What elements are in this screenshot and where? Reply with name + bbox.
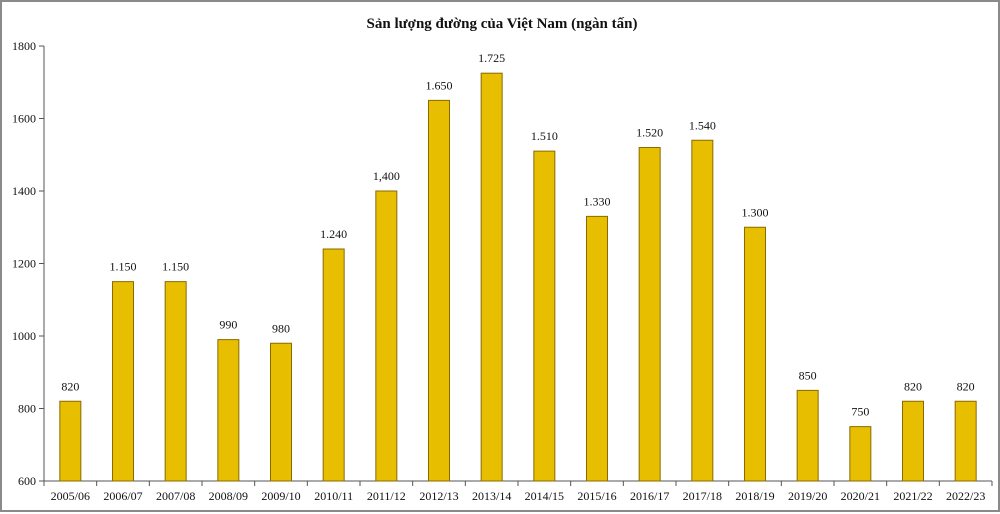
bar	[849, 426, 872, 482]
bar	[744, 226, 766, 482]
chart-title: Sản lượng đường của Việt Nam (ngàn tấn)	[367, 16, 638, 32]
data-label: 1.240	[320, 227, 347, 241]
data-label: 1.725	[478, 51, 505, 65]
x-tick-label: 2008/09	[209, 489, 248, 503]
data-label: 990	[219, 318, 237, 332]
data-label: 1.150	[162, 260, 189, 274]
bar	[322, 248, 345, 482]
bar	[270, 342, 292, 482]
data-label: 820	[904, 379, 922, 393]
data-label: 1.520	[636, 126, 663, 140]
data-label: 820	[61, 379, 79, 393]
x-tick-label: 2013/14	[472, 489, 511, 503]
y-tick-label: 800	[18, 402, 36, 416]
bar	[164, 281, 187, 482]
data-label: 1.510	[531, 129, 558, 143]
data-label: 850	[799, 368, 817, 382]
x-tick-label: 2017/18	[683, 489, 722, 503]
bar	[796, 389, 819, 482]
data-label: 750	[851, 405, 869, 419]
data-label: 1.330	[584, 194, 611, 208]
x-tick-label: 2019/20	[788, 489, 827, 503]
x-tick-label: 2005/06	[51, 489, 90, 503]
bar	[902, 400, 924, 482]
data-label: 1.540	[689, 118, 716, 132]
x-tick-label: 2006/07	[103, 489, 142, 503]
y-tick-label: 1800	[12, 39, 36, 53]
bar	[375, 190, 398, 482]
data-label: 980	[272, 321, 290, 335]
x-tick-label: 2010/11	[314, 489, 353, 503]
data-label: 1.650	[426, 78, 453, 92]
bar	[59, 400, 82, 482]
x-tick-label: 2009/10	[261, 489, 300, 503]
x-tick-label: 2011/12	[367, 489, 406, 503]
x-tick-label: 2021/22	[893, 489, 932, 503]
y-tick-label: 600	[18, 474, 36, 488]
x-tick-label: 2012/13	[419, 489, 458, 503]
y-tick-label: 1200	[12, 257, 36, 271]
x-tick-label: 2016/17	[630, 489, 669, 503]
bar	[533, 150, 556, 482]
bar	[638, 147, 661, 482]
bar	[480, 72, 503, 482]
data-label: 1,400	[373, 169, 400, 183]
y-tick-label: 1400	[12, 184, 36, 198]
x-tick-label: 2022/23	[946, 489, 985, 503]
x-tick-label: 2020/21	[841, 489, 880, 503]
data-label: 820	[957, 379, 975, 393]
bar	[586, 215, 608, 482]
y-tick-label: 1000	[12, 329, 36, 343]
x-tick-label: 2007/08	[156, 489, 195, 503]
x-tick-label: 2018/19	[735, 489, 774, 503]
x-tick-label: 2014/15	[525, 489, 564, 503]
bar	[691, 139, 714, 482]
x-tick-label: 2015/16	[577, 489, 616, 503]
bar	[954, 400, 977, 482]
data-label: 1.150	[110, 260, 137, 274]
data-label: 1.300	[742, 205, 769, 219]
bar	[217, 339, 240, 482]
bar	[112, 281, 134, 482]
bar	[428, 99, 450, 482]
y-tick-label: 1600	[12, 112, 36, 126]
